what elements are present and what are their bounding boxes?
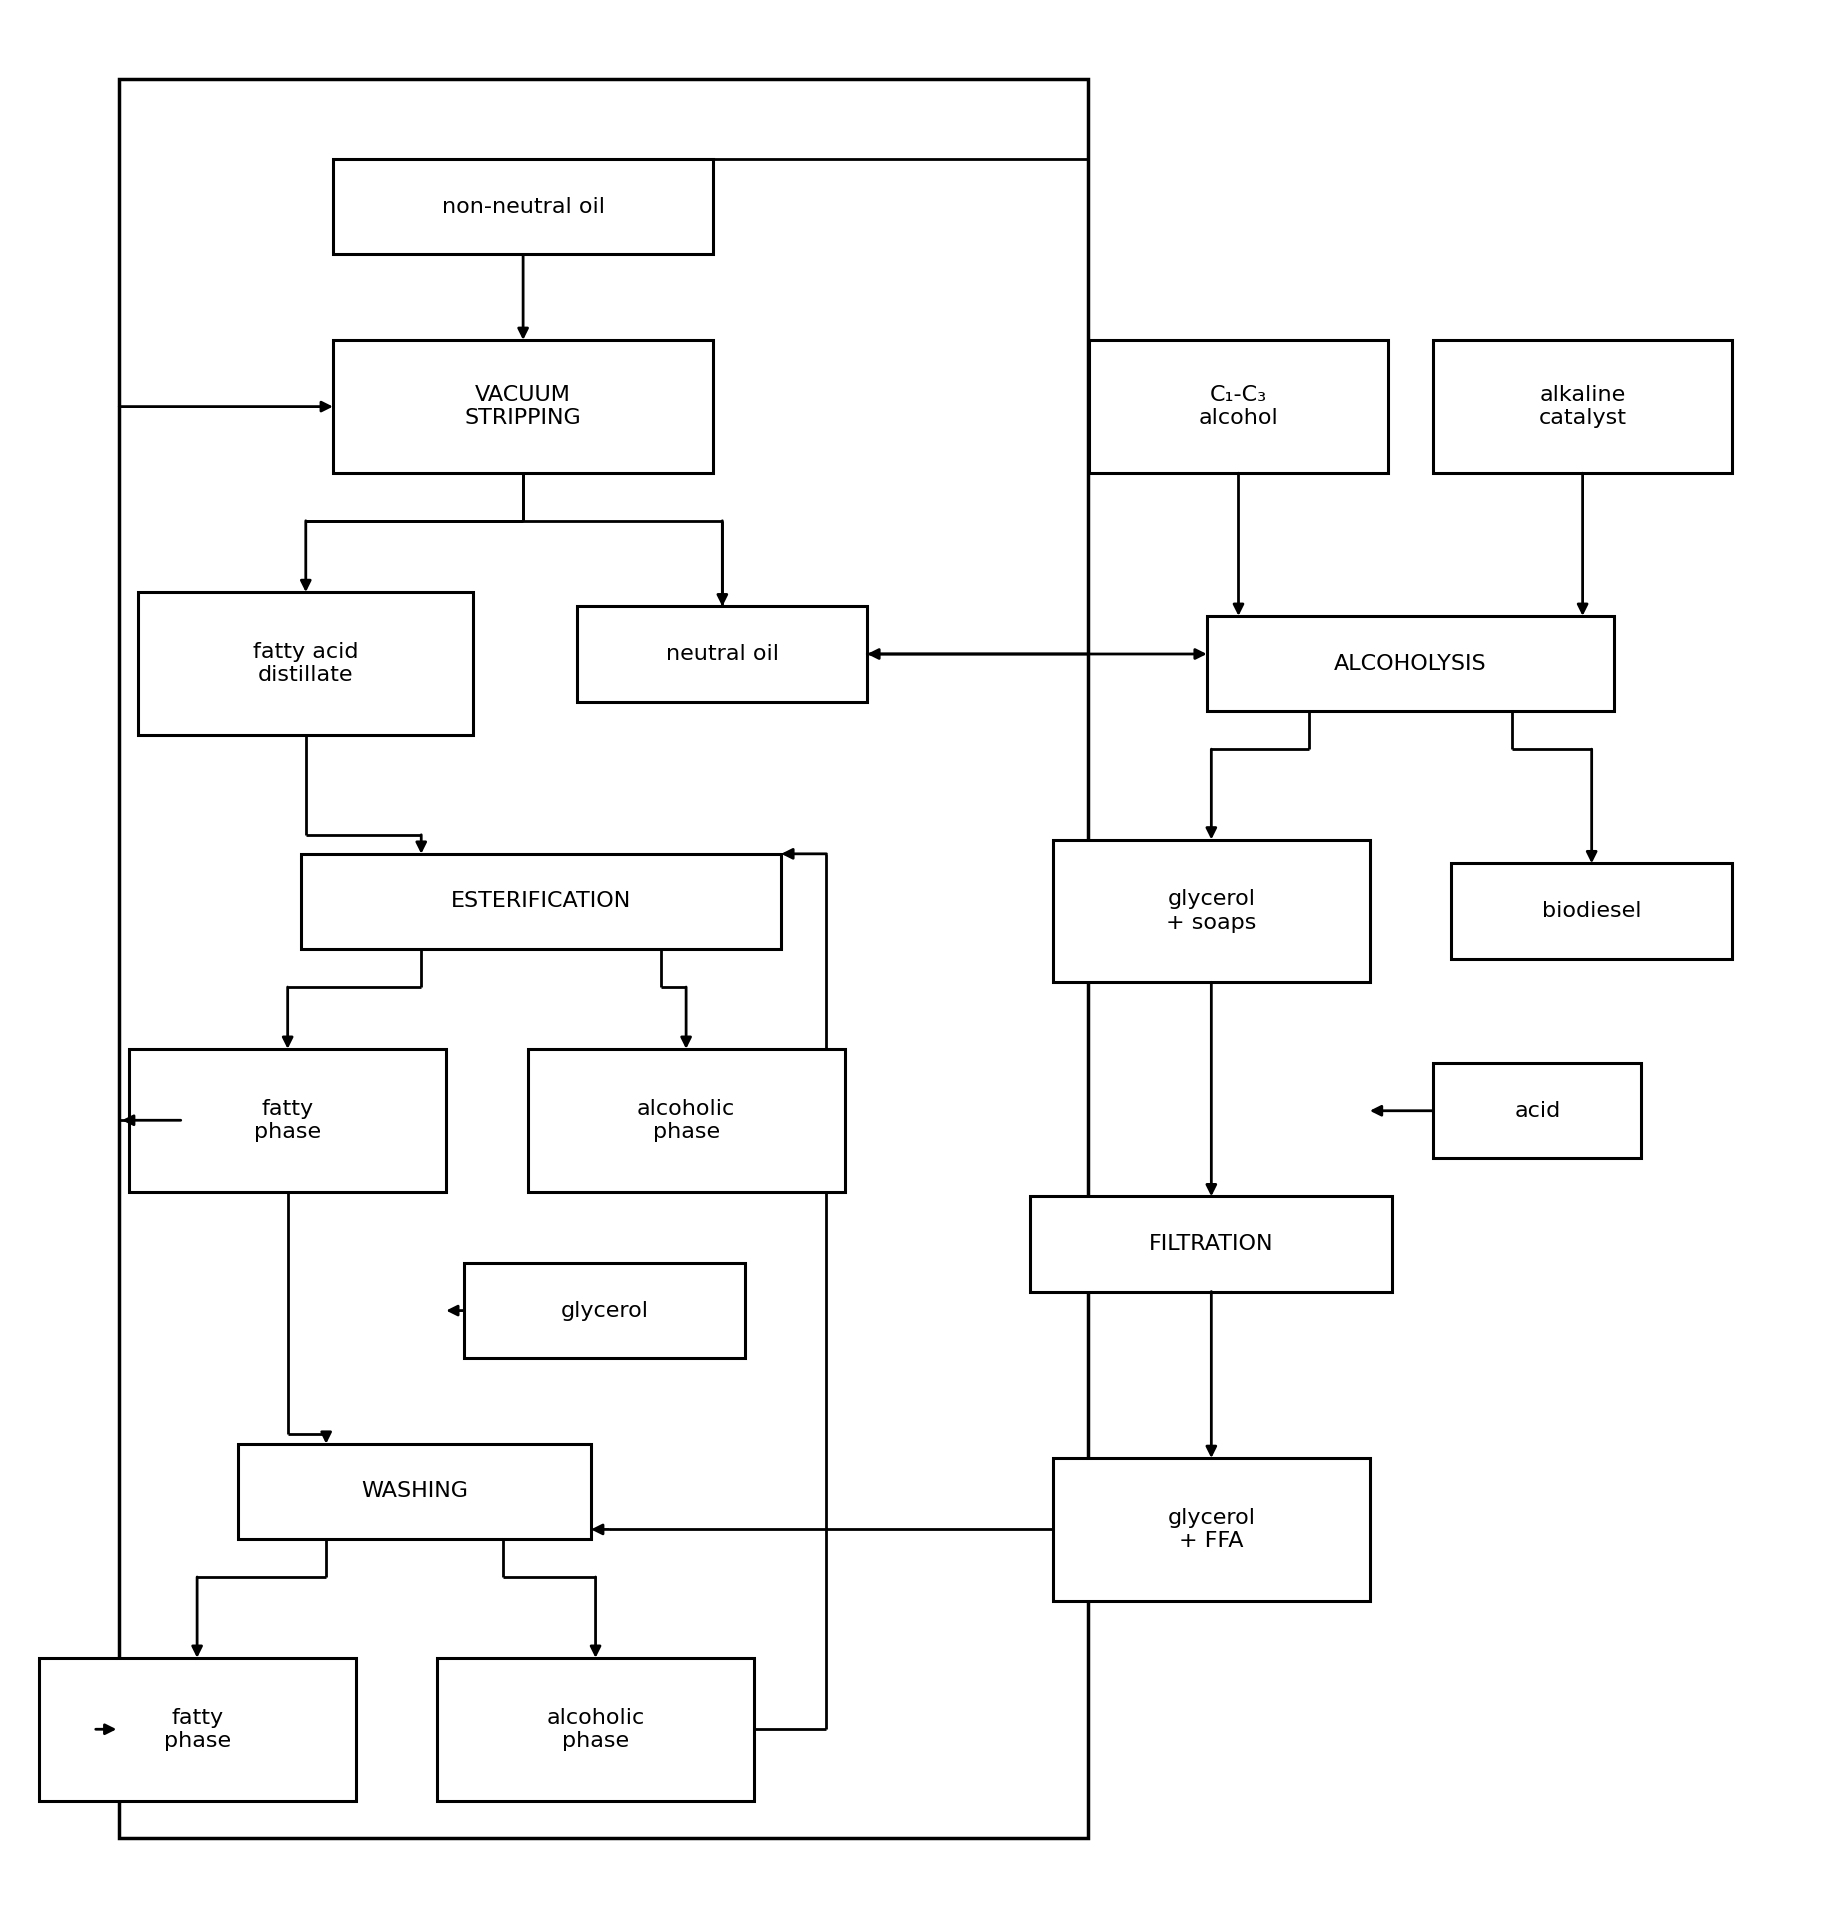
FancyBboxPatch shape [527,1049,845,1192]
Text: biodiesel: biodiesel [1542,901,1641,920]
Text: VACUUM
STRIPPING: VACUUM STRIPPING [465,385,582,427]
Text: C₁-C₃
alcohol: C₁-C₃ alcohol [1199,385,1278,427]
Text: glycerol
+ FFA: glycerol + FFA [1168,1509,1256,1551]
FancyBboxPatch shape [139,592,473,734]
FancyBboxPatch shape [464,1263,745,1357]
Text: neutral oil: neutral oil [666,644,779,663]
FancyBboxPatch shape [38,1658,356,1800]
Text: fatty
phase: fatty phase [254,1098,321,1143]
Text: WASHING: WASHING [361,1482,467,1501]
Text: alcoholic
phase: alcoholic phase [546,1708,644,1750]
Text: fatty acid
distillate: fatty acid distillate [254,642,358,684]
FancyBboxPatch shape [237,1444,591,1539]
Text: ALCOHOLYSIS: ALCOHOLYSIS [1334,654,1487,673]
Text: non-neutral oil: non-neutral oil [442,197,604,217]
Text: glycerol: glycerol [560,1300,648,1321]
FancyBboxPatch shape [332,339,714,473]
FancyBboxPatch shape [130,1049,445,1192]
Text: glycerol
+ soaps: glycerol + soaps [1166,889,1257,932]
Text: ESTERIFICATION: ESTERIFICATION [451,891,631,911]
Text: acid: acid [1515,1100,1560,1121]
FancyBboxPatch shape [1433,1064,1641,1158]
FancyBboxPatch shape [1433,339,1732,473]
FancyBboxPatch shape [1451,863,1732,958]
FancyBboxPatch shape [436,1658,754,1800]
Text: fatty
phase: fatty phase [164,1708,230,1750]
FancyBboxPatch shape [1053,840,1371,982]
Text: alkaline
catalyst: alkaline catalyst [1538,385,1626,427]
FancyBboxPatch shape [577,606,867,702]
FancyBboxPatch shape [301,853,781,949]
FancyBboxPatch shape [1090,339,1389,473]
FancyBboxPatch shape [332,159,714,255]
FancyBboxPatch shape [1206,615,1615,711]
FancyBboxPatch shape [1031,1196,1392,1292]
Text: FILTRATION: FILTRATION [1150,1235,1274,1254]
Text: alcoholic
phase: alcoholic phase [637,1098,735,1143]
FancyBboxPatch shape [1053,1459,1371,1601]
